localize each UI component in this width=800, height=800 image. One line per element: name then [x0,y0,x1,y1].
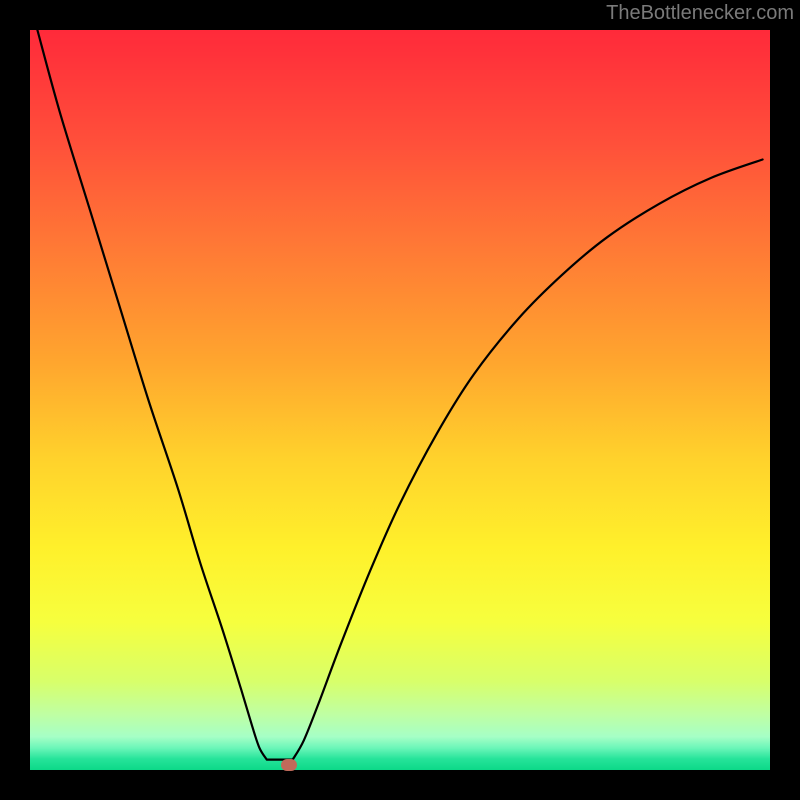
watermark-text: TheBottlenecker.com [606,2,794,25]
chart-container: { "watermark": { "text": "TheBottlenecke… [0,0,800,800]
optimal-point-marker [281,759,297,771]
bottleneck-curve [30,30,770,770]
